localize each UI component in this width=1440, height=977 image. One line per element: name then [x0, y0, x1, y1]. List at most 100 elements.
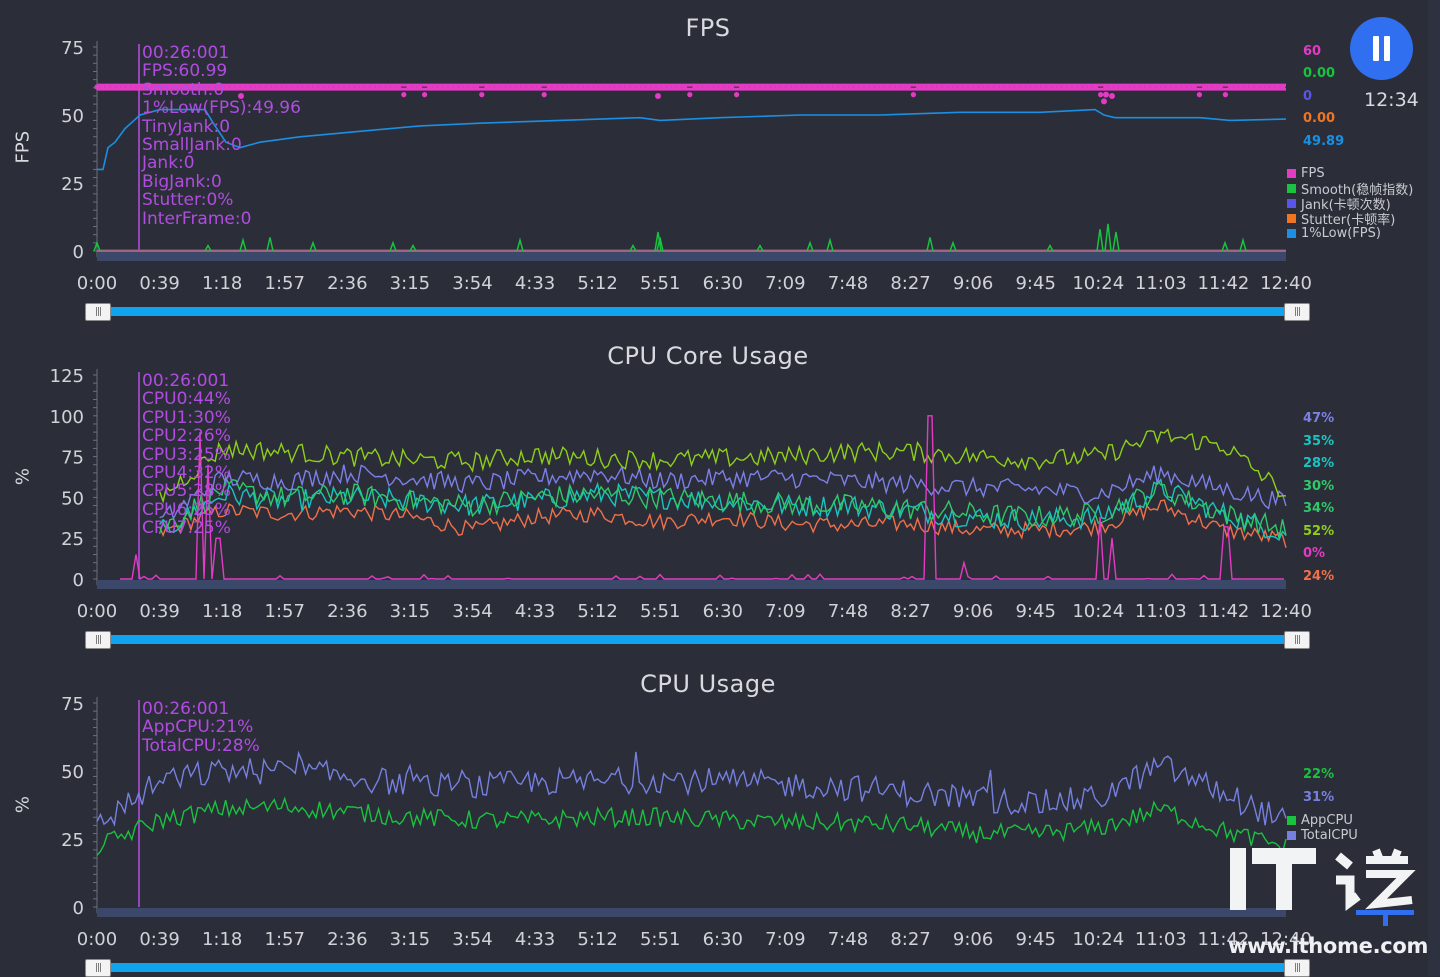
fps-point: [765, 84, 771, 90]
cpu-usage-slider-right-handle[interactable]: |||: [1284, 959, 1310, 977]
fps-point: [650, 84, 657, 90]
fps-point: [942, 84, 948, 90]
fps-point: [957, 84, 963, 90]
fps-point: [1134, 84, 1140, 90]
fps-x-tick-label: 0:39: [139, 273, 179, 294]
fps-chart: 75 50 25 0 0:00 0:39 1:18 1:57 2:36 3:15 3:54 4:33 5…: [61, 38, 1312, 294]
cpu-core-series-cpu4: [158, 499, 1287, 548]
fps-point: [624, 84, 631, 90]
fps-point: [354, 84, 360, 90]
fps-point: [177, 84, 183, 90]
fps-x-tick-label: 9:45: [1015, 273, 1055, 294]
cpu-core-current-value: 52%: [1303, 523, 1335, 539]
fps-point: [754, 84, 761, 90]
fps-point: [1051, 84, 1057, 90]
fps-point: [827, 84, 833, 90]
cpu-usage-time-slider[interactable]: [108, 963, 1286, 972]
cpu-usage-legend-item[interactable]: TotalCPU: [1287, 828, 1358, 843]
cpu-core-x-tick-label: 11:03: [1135, 601, 1187, 622]
fps-point: [1254, 84, 1260, 90]
cpu-usage-x-tick-label: 6:30: [703, 929, 743, 950]
fps-tooltip-line: BigJank:0: [142, 171, 222, 192]
fps-point: [1160, 84, 1166, 90]
fps-point: [1274, 84, 1280, 90]
fps-point: [110, 84, 116, 90]
fps-slider-left-handle[interactable]: |||: [85, 303, 111, 321]
fps-point: [931, 84, 937, 90]
fps-legend-item[interactable]: Smooth(稳帧指数): [1287, 181, 1413, 198]
fps-point: [718, 84, 724, 90]
fps-point: [879, 84, 885, 90]
cpu-usage-tooltip-line: AppCPU:21%: [142, 717, 254, 738]
cpu-usage-legend: AppCPU TotalCPU: [1287, 813, 1358, 843]
cpu-usage-tooltip: 00:26:001 AppCPU:21% TotalCPU:28%: [142, 700, 260, 756]
fps-point: [214, 84, 220, 90]
fps-point: [292, 84, 298, 90]
fps-point: [99, 84, 105, 90]
fps-legend-item[interactable]: 1%Low(FPS): [1287, 226, 1413, 241]
fps-point: [1233, 84, 1239, 90]
cpu-core-x-tick-label: 3:54: [452, 601, 492, 622]
fps-point: [505, 84, 511, 90]
fps-point: [1103, 84, 1109, 90]
fps-point: [1004, 84, 1010, 90]
fps-point: [1098, 92, 1104, 98]
cpu-usage-slider-left-handle[interactable]: |||: [85, 959, 111, 977]
fps-time-slider[interactable]: [108, 307, 1286, 316]
fps-point: [172, 84, 178, 90]
fps-point: [739, 84, 745, 90]
fps-legend-item[interactable]: FPS: [1287, 166, 1413, 181]
fps-point: [286, 84, 292, 90]
fps-slider-right-handle[interactable]: |||: [1284, 303, 1310, 321]
cpu-usage-x-tick-label: 4:33: [515, 929, 555, 950]
fps-x-tick-label: 8:27: [890, 273, 930, 294]
fps-point: [983, 84, 989, 90]
fps-point: [1014, 84, 1021, 90]
cpu-core-slider-left-handle[interactable]: |||: [85, 631, 111, 649]
fps-point: [936, 84, 943, 90]
cpu-usage-legend-item[interactable]: AppCPU: [1287, 813, 1358, 828]
fps-point: [947, 84, 953, 90]
fps-x-tick-label: 2:36: [327, 273, 367, 294]
fps-point: [921, 84, 927, 90]
fps-point: [864, 84, 870, 90]
fps-point: [238, 93, 244, 99]
cpu-core-tooltip-line: CPU3:25%: [142, 444, 231, 465]
cpu-core-x-tick-label: 7:48: [828, 601, 868, 622]
fps-legend-item[interactable]: Jank(卡顿次数): [1287, 196, 1413, 213]
pause-button[interactable]: [1350, 17, 1413, 80]
fps-point: [890, 84, 896, 90]
fps-point: [203, 84, 209, 90]
watermark-logo: [1230, 848, 1416, 926]
cpu-usage-y-tick-label: 0: [73, 898, 84, 919]
scrollbar[interactable]: [1428, 0, 1440, 976]
fps-x-tick-label: 3:15: [390, 273, 430, 294]
fps-tooltip-line: InterFrame:0: [142, 208, 252, 229]
fps-legend-item[interactable]: Stutter(卡顿率): [1287, 211, 1413, 228]
fps-point: [1113, 84, 1119, 90]
fps-point: [1170, 84, 1176, 90]
cpu-usage-x-tick-label: 7:48: [828, 929, 868, 950]
cpu-core-x-tick-label: 5:12: [577, 601, 617, 622]
cpu-usage-series-total: [96, 750, 1287, 827]
fps-x-tick-label: 5:12: [577, 273, 617, 294]
fps-legend: FPS Smooth(稳帧指数) Jank(卡顿次数) Stutter(卡顿率) 1%L…: [1287, 166, 1413, 241]
fps-point: [728, 84, 735, 90]
fps-point: [760, 84, 766, 90]
cpu-core-x-tick-label: 9:06: [953, 601, 993, 622]
fps-point: [515, 84, 521, 90]
fps-point: [874, 84, 880, 90]
fps-point: [1025, 84, 1031, 90]
legend-swatch: [1287, 816, 1296, 825]
fps-point: [208, 84, 214, 90]
cpu-core-time-slider[interactable]: [108, 635, 1286, 644]
cpu-core-y-tick-label: 25: [61, 529, 84, 550]
cpu-core-y-tick-label: 125: [50, 366, 84, 387]
fps-current-value: 0: [1303, 89, 1313, 104]
fps-point: [994, 84, 1000, 90]
cpu-core-slider-right-handle[interactable]: |||: [1284, 631, 1310, 649]
fps-point: [1144, 84, 1150, 90]
fps-point: [848, 84, 854, 90]
fps-point: [1118, 84, 1124, 90]
fps-point: [328, 84, 334, 90]
